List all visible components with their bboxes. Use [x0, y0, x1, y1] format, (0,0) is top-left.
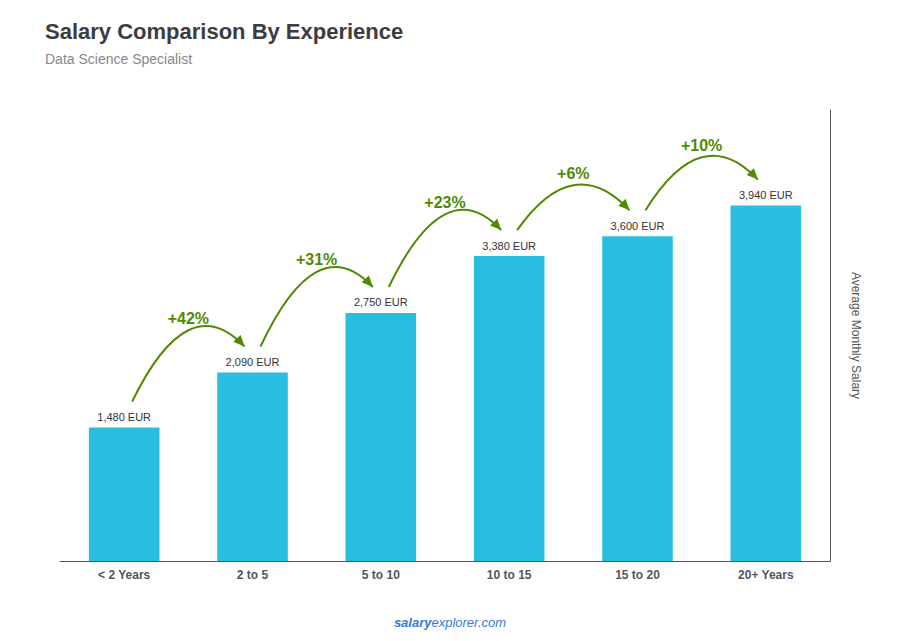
- svg-text:< 2 Years: < 2 Years: [98, 568, 150, 582]
- svg-text:3,380 EUR: 3,380 EUR: [482, 240, 536, 252]
- svg-text:+42%: +42%: [168, 310, 209, 327]
- svg-text:5 to 10: 5 to 10: [362, 568, 400, 582]
- svg-text:20+ Years: 20+ Years: [738, 568, 794, 582]
- svg-text:10 to 15: 10 to 15: [487, 568, 532, 582]
- svg-text:2 to 5: 2 to 5: [237, 568, 269, 582]
- svg-text:salary: salary: [394, 615, 432, 630]
- svg-text:+23%: +23%: [424, 194, 465, 211]
- svg-text:2,750 EUR: 2,750 EUR: [354, 296, 408, 308]
- svg-text:Salary Comparison By Experienc: Salary Comparison By Experience: [45, 19, 403, 44]
- svg-text:2,090 EUR: 2,090 EUR: [226, 356, 280, 368]
- svg-text:explorer.com: explorer.com: [431, 615, 506, 630]
- svg-text:Average Monthly Salary: Average Monthly Salary: [849, 272, 863, 399]
- svg-text:Data Science Specialist: Data Science Specialist: [45, 51, 192, 67]
- svg-text:1,480 EUR: 1,480 EUR: [97, 411, 151, 423]
- svg-text:+10%: +10%: [681, 137, 722, 154]
- svg-text:+31%: +31%: [296, 251, 337, 268]
- svg-text:15 to 20: 15 to 20: [615, 568, 660, 582]
- svg-text:3,600 EUR: 3,600 EUR: [611, 220, 665, 232]
- svg-text:+6%: +6%: [557, 165, 589, 182]
- svg-text:3,940 EUR: 3,940 EUR: [739, 189, 793, 201]
